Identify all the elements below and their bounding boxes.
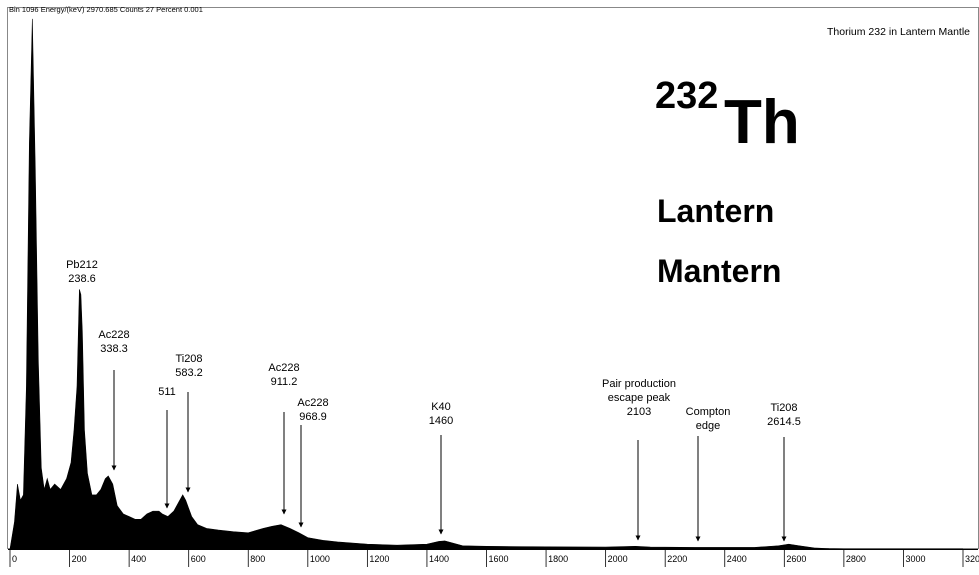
annotation-line: Ac228 bbox=[98, 329, 129, 341]
x-tick-label: 1800 bbox=[548, 554, 568, 564]
annotation-line: 2103 bbox=[627, 406, 651, 418]
x-tick-label: 600 bbox=[191, 554, 206, 564]
annotation: Compton edge bbox=[686, 406, 731, 432]
annotation: Pair production escape peak 2103 bbox=[602, 378, 676, 418]
x-tick-label: 800 bbox=[250, 554, 265, 564]
annotation-line: 338.3 bbox=[100, 343, 128, 355]
isotope-symbol: Th bbox=[724, 88, 800, 157]
x-tick-label: 2600 bbox=[786, 554, 806, 564]
x-tick-label: 1000 bbox=[310, 554, 330, 564]
status-text: Bin 1096 Energy/(keV) 2970.685 Counts 27… bbox=[9, 5, 203, 14]
annotation: 511 bbox=[158, 386, 176, 398]
annotation-line: Compton bbox=[686, 406, 731, 418]
x-tick-label: 1400 bbox=[429, 554, 449, 564]
annotation-line: Pair production bbox=[602, 378, 676, 390]
annotation-line: 911.2 bbox=[271, 376, 298, 388]
chart-title: Thorium 232 in Lantern Mantle bbox=[827, 26, 970, 38]
annotation: Ti208 583.2 bbox=[175, 353, 203, 379]
annotation-line: Ti208 bbox=[175, 353, 202, 365]
annotation: K40 1460 bbox=[429, 401, 453, 427]
annotation-line: Pb212 bbox=[66, 259, 98, 271]
annotation-line: 511 bbox=[158, 386, 176, 398]
x-tick-label: 3200 bbox=[965, 554, 979, 564]
x-tick-label: 2400 bbox=[727, 554, 747, 564]
annotation-line: Ti208 bbox=[770, 402, 797, 414]
x-tick-label: 200 bbox=[72, 554, 87, 564]
annotation: Ti208 2614.5 bbox=[767, 402, 801, 428]
x-tick-label: 3000 bbox=[905, 554, 925, 564]
annotation: Ac228 911.2 bbox=[268, 362, 299, 388]
annotation-line: Ac228 bbox=[297, 397, 328, 409]
annotation-line: K40 bbox=[431, 401, 451, 413]
annotation-line: 1460 bbox=[429, 415, 453, 427]
x-tick-label: 2200 bbox=[667, 554, 687, 564]
annotation-line: 968.9 bbox=[299, 411, 327, 423]
arrows bbox=[111, 370, 787, 542]
x-tick-label: 2800 bbox=[846, 554, 866, 564]
annotation-line: Ac228 bbox=[268, 362, 299, 374]
annotation-line: edge bbox=[696, 420, 720, 432]
spectrum-area bbox=[9, 18, 963, 550]
annotation-line: 238.6 bbox=[68, 273, 96, 285]
annotation-line: 583.2 bbox=[175, 367, 203, 379]
annotation: Pb212 238.6 bbox=[66, 259, 98, 285]
annotation: Ac228 338.3 bbox=[98, 329, 129, 355]
heading-line: Mantern bbox=[657, 253, 781, 289]
x-tick-label: 2000 bbox=[608, 554, 628, 564]
annotation-line: 2614.5 bbox=[767, 416, 801, 428]
x-tick-label: 0 bbox=[12, 554, 17, 564]
x-tick-label: 1200 bbox=[369, 554, 389, 564]
annotation-line: escape peak bbox=[608, 392, 671, 404]
x-tick-label: 1600 bbox=[489, 554, 509, 564]
annotation: Ac228 968.9 bbox=[297, 397, 328, 423]
heading-line: Lantern bbox=[657, 193, 774, 229]
x-tick-label: 400 bbox=[131, 554, 146, 564]
isotope-mass: 232 bbox=[655, 75, 718, 117]
